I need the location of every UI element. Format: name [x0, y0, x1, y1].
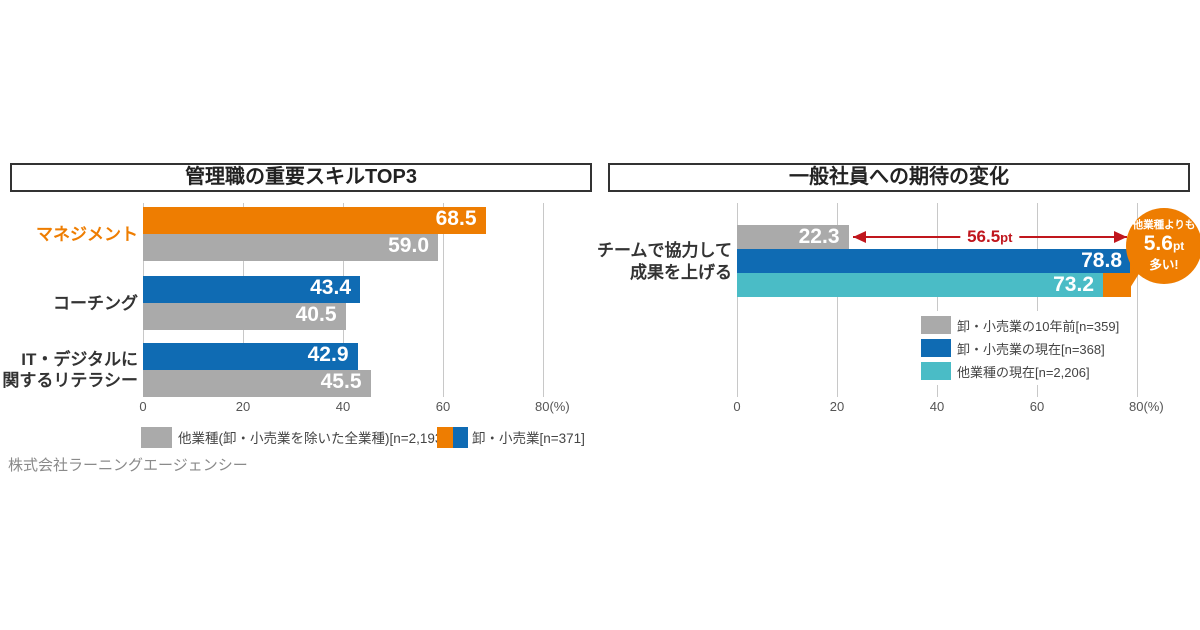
difference-value: 56.5 — [967, 227, 1001, 246]
bar — [737, 225, 849, 249]
bar-value-label: 40.5 — [295, 303, 337, 326]
source-attribution: 株式会社ラーニングエージェンシー — [8, 457, 248, 474]
axis-tick-label: 0 — [733, 399, 741, 414]
legend-swatch — [921, 362, 951, 380]
bubble-unit: pt — [1172, 239, 1185, 253]
axis-tick-label: 80(%) — [1129, 399, 1164, 414]
bubble-line1: 他業種よりも — [1132, 219, 1196, 231]
category-label: マネジメント — [36, 224, 138, 244]
gridline — [837, 203, 838, 397]
axis-tick-label: 0 — [139, 399, 147, 414]
bar — [143, 303, 346, 330]
legend-swatch — [921, 339, 951, 357]
legend-label: 他業種の現在[n=2,206] — [957, 365, 1090, 380]
bar-value-label: 78.8 — [1081, 249, 1122, 272]
axis-tick-label: 40 — [929, 399, 945, 414]
axis-tick-label: 60 — [1029, 399, 1045, 414]
right-chart-title: 一般社員への期待の変化 — [608, 163, 1190, 192]
legend-swatch — [921, 316, 951, 334]
legend-label: 卸・小売業の10年前[n=359] — [957, 319, 1120, 334]
category-label: コーチング — [53, 293, 138, 313]
bar — [143, 207, 486, 234]
legend-label: 卸・小売業の現在[n=368] — [957, 342, 1105, 357]
legend-label: 卸・小売業[n=371] — [472, 431, 585, 446]
axis-tick-label: 40 — [335, 399, 351, 414]
bar — [737, 273, 1103, 297]
gridline — [543, 203, 544, 397]
arrow-head-right — [1114, 231, 1127, 243]
bar-value-label: 22.3 — [798, 225, 840, 248]
highlight-extra-segment — [1103, 273, 1131, 297]
bar-value-label: 59.0 — [388, 234, 429, 257]
bubble-value-line: 5.6pt — [1144, 232, 1185, 258]
axis-tick-label: 80(%) — [535, 399, 570, 414]
bar — [143, 234, 438, 261]
bar-value-label: 45.5 — [320, 370, 362, 393]
gridline — [1137, 203, 1138, 397]
difference-unit: pt — [1000, 230, 1013, 245]
bar — [737, 249, 1131, 273]
bar-value-label: 42.9 — [307, 343, 349, 366]
category-label: チームで協力して 成果を上げる — [597, 241, 732, 282]
gridline — [937, 203, 938, 397]
callout-bubble: 他業種よりも 5.6pt 多い! — [1126, 208, 1200, 284]
bar-value-label: 73.2 — [1053, 273, 1094, 296]
gridline — [1037, 203, 1038, 397]
gridline — [443, 203, 444, 397]
bar-value-label: 43.4 — [310, 276, 351, 299]
difference-arrow-label: 56.5pt — [960, 227, 1020, 247]
axis-tick-label: 20 — [235, 399, 251, 414]
legend-swatch — [141, 427, 172, 448]
bar — [143, 343, 358, 370]
arrow-head-left — [852, 231, 866, 243]
category-label: IT・デジタルに 関するリテラシー — [2, 350, 138, 390]
axis-tick-label: 60 — [435, 399, 451, 414]
bubble-line2: 多い! — [1149, 258, 1179, 272]
gridline — [737, 203, 738, 397]
bubble-value: 5.6 — [1143, 232, 1173, 255]
legend-swatch — [437, 427, 468, 448]
axis-tick-label: 20 — [829, 399, 845, 414]
left-chart-title: 管理職の重要スキルTOP3 — [10, 163, 592, 192]
bar — [143, 276, 360, 303]
legend-label: 他業種(卸・小売業を除いた全業種)[n=2,193] — [178, 431, 447, 446]
bar-value-label: 68.5 — [435, 207, 477, 230]
bar — [143, 370, 371, 397]
